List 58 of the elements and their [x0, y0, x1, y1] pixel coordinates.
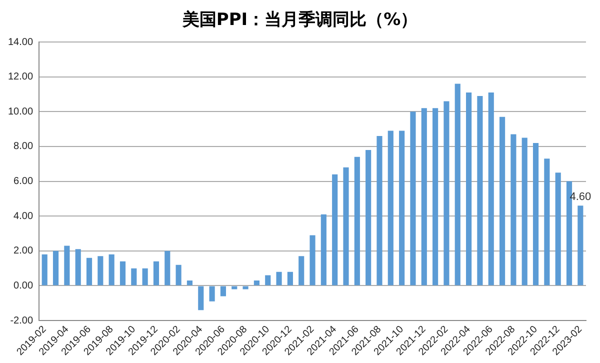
bar	[64, 246, 70, 286]
bar	[477, 96, 483, 286]
bar	[454, 84, 460, 286]
bar	[522, 138, 528, 286]
y-tick-label: 8.00	[14, 141, 34, 152]
bar	[164, 250, 170, 286]
bar	[242, 286, 248, 290]
bar	[555, 172, 561, 286]
bar	[488, 92, 494, 286]
bar	[265, 275, 271, 286]
bar	[343, 167, 349, 286]
bar	[578, 206, 584, 286]
bar	[142, 268, 148, 286]
bar	[86, 258, 92, 286]
bar	[366, 150, 372, 286]
bar	[153, 261, 160, 286]
bar	[108, 254, 114, 286]
bar	[532, 142, 539, 286]
bar	[410, 112, 416, 286]
bar	[276, 272, 282, 286]
bar	[176, 264, 182, 286]
y-tick-label: 2.00	[14, 246, 34, 257]
bar	[499, 116, 506, 286]
y-tick-label: 0.00	[14, 280, 34, 292]
bar	[186, 280, 193, 286]
bar	[232, 286, 238, 290]
bar	[332, 174, 338, 286]
bar	[421, 108, 427, 286]
bar	[399, 130, 405, 286]
bar	[42, 254, 48, 286]
y-tick-label: 12.00	[8, 72, 34, 83]
bar	[120, 261, 126, 286]
bar	[131, 268, 137, 286]
bar	[432, 108, 438, 286]
bar	[510, 134, 516, 286]
bar	[52, 250, 59, 286]
bar	[310, 235, 316, 286]
bar	[298, 256, 304, 286]
bar	[376, 136, 382, 286]
bar	[98, 256, 104, 286]
bar	[75, 249, 81, 286]
chart-title: 美国PPI：当月季调同比（%）	[181, 9, 419, 30]
y-tick-label: 4.00	[14, 210, 34, 222]
bar	[287, 272, 293, 286]
bar	[198, 286, 204, 310]
bar	[388, 130, 394, 286]
bar	[209, 286, 215, 302]
y-tick-label: -2.00	[10, 315, 34, 326]
bar	[466, 92, 472, 286]
bar	[544, 158, 550, 286]
bar	[254, 280, 260, 286]
y-tick-label: 10.00	[8, 106, 34, 118]
bar	[444, 101, 450, 286]
bar	[320, 214, 326, 286]
bar	[220, 286, 226, 296]
y-tick-label: 6.00	[14, 176, 34, 188]
bar	[354, 156, 360, 286]
y-tick-label: 14.00	[8, 36, 34, 48]
